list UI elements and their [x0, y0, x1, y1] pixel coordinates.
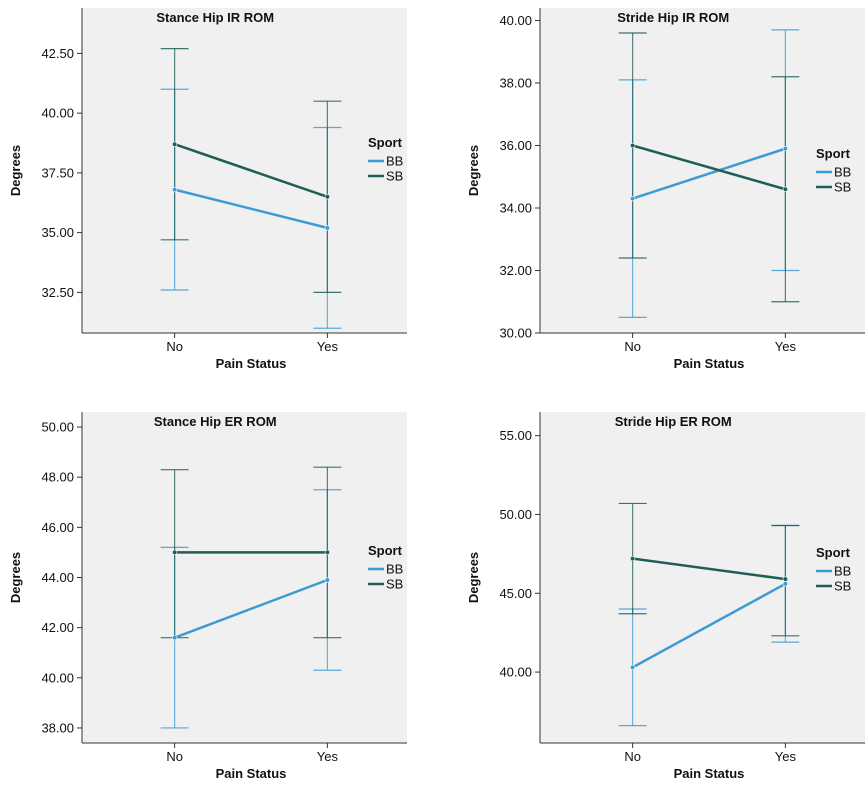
- data-point: [782, 146, 788, 152]
- legend-label: BB: [386, 154, 403, 169]
- data-point: [782, 186, 788, 192]
- x-tick-label: No: [166, 749, 183, 764]
- chart-panel: 30.00 32.00 34.00 36.00 38.00 40.00 No Yes Strid…: [466, 8, 865, 371]
- data-point: [172, 635, 178, 641]
- y-tick-label: 34.00: [499, 201, 532, 216]
- legend-title: Sport: [368, 543, 403, 558]
- chart-title: Stance Hip IR ROM: [156, 10, 274, 25]
- x-tick-label: Yes: [317, 749, 339, 764]
- y-tick-label: 30.00: [499, 326, 532, 341]
- data-point: [782, 576, 788, 582]
- y-tick-label: 40.00: [499, 665, 532, 680]
- data-point: [172, 141, 178, 147]
- legend-label: SB: [834, 180, 851, 195]
- y-tick-label: 32.00: [499, 263, 532, 278]
- y-tick-label: 38.00: [499, 76, 532, 91]
- series-line-sb: [632, 557, 786, 581]
- y-tick-label: 40.00: [41, 106, 74, 121]
- x-axis-title: Pain Status: [674, 356, 745, 371]
- y-tick-label: 40.00: [41, 670, 74, 685]
- y-tick-label: 50.00: [499, 507, 532, 522]
- x-tick-label: Yes: [775, 339, 797, 354]
- data-point: [324, 194, 330, 200]
- y-tick-label: 32.50: [41, 285, 74, 300]
- y-tick-label: 55.00: [499, 428, 532, 443]
- data-point: [630, 142, 636, 149]
- y-tick-label: 50.00: [41, 420, 74, 435]
- y-tick-label: 45.00: [499, 586, 532, 601]
- data-point: [630, 664, 636, 670]
- y-tick-label: 42.50: [41, 46, 74, 61]
- y-tick-label: 38.00: [41, 720, 74, 735]
- y-tick-label: 35.00: [41, 225, 74, 240]
- x-tick-label: No: [166, 339, 183, 354]
- data-point: [172, 549, 178, 556]
- series-line-bb: [174, 188, 328, 230]
- series-line-bb: [632, 582, 786, 669]
- legend-title: Sport: [816, 146, 851, 161]
- data-point: [630, 555, 636, 562]
- chart-title: Stride Hip ER ROM: [615, 414, 732, 429]
- legend-label: SB: [386, 169, 403, 184]
- series-line-sb: [174, 143, 328, 198]
- x-tick-label: No: [624, 339, 641, 354]
- chart-panel: 38.00 40.00 42.00 44.00 46.00 48.00 50.00 No Yes…: [8, 412, 407, 781]
- data-point: [324, 549, 330, 556]
- y-axis-title: Degrees: [466, 552, 481, 603]
- x-axis-title: Pain Status: [216, 766, 287, 781]
- series-line-sb: [632, 144, 786, 191]
- data-point: [324, 225, 330, 231]
- plot-area: [82, 412, 407, 743]
- y-tick-label: 36.00: [499, 138, 532, 153]
- chart-title: Stance Hip ER ROM: [154, 414, 277, 429]
- legend-label: SB: [834, 579, 851, 594]
- chart-title: Stride Hip IR ROM: [617, 10, 729, 25]
- chart-panel: 32.50 35.00 37.50 40.00 42.50 No Yes Stance Hip…: [8, 8, 407, 371]
- x-tick-label: Yes: [317, 339, 339, 354]
- legend-title: Sport: [816, 545, 851, 560]
- x-tick-label: Yes: [775, 749, 797, 764]
- legend-label: SB: [386, 577, 403, 592]
- y-axis-title: Degrees: [8, 145, 23, 196]
- y-tick-label: 37.50: [41, 165, 74, 180]
- y-axis-title: Degrees: [466, 145, 481, 196]
- legend-label: BB: [386, 562, 403, 577]
- series-line-bb: [632, 147, 786, 200]
- y-tick-label: 44.00: [41, 570, 74, 585]
- legend-label: BB: [834, 564, 851, 579]
- y-tick-label: 46.00: [41, 520, 74, 535]
- x-tick-label: No: [624, 749, 641, 764]
- y-tick-label: 42.00: [41, 620, 74, 635]
- data-point: [782, 581, 788, 587]
- y-tick-label: 48.00: [41, 470, 74, 485]
- data-point: [172, 187, 178, 193]
- plot-area: [540, 8, 865, 333]
- y-tick-label: 40.00: [499, 13, 532, 28]
- chart-panel: 40.00 45.00 50.00 55.00 No Yes Stride Hip ER R…: [466, 412, 865, 781]
- legend-title: Sport: [368, 135, 403, 150]
- y-axis-title: Degrees: [8, 552, 23, 603]
- data-point: [630, 196, 636, 202]
- legend-label: BB: [834, 165, 851, 180]
- x-axis-title: Pain Status: [216, 356, 287, 371]
- plot-area: [540, 412, 865, 743]
- data-point: [324, 577, 330, 583]
- x-axis-title: Pain Status: [674, 766, 745, 781]
- plot-area: [82, 8, 407, 333]
- series-line-bb: [174, 578, 328, 639]
